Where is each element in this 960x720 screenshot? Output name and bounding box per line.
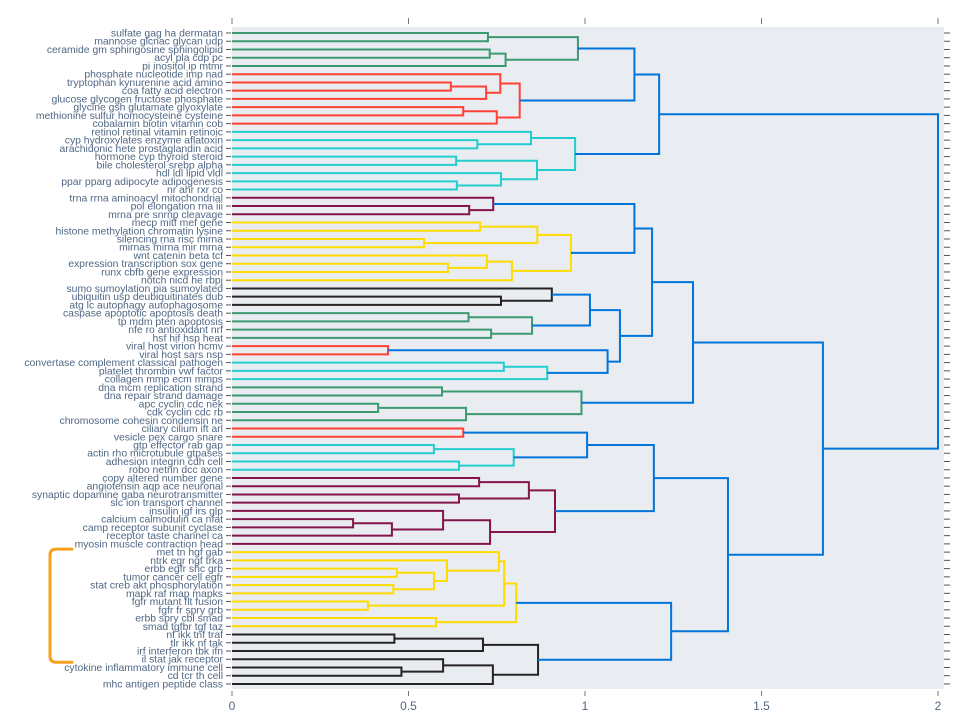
leaf-label: coa fatty acid electron [122, 86, 223, 97]
leaf-label: erbb egfr shc grb [144, 564, 223, 575]
leaf-label: myosin muscle contraction head [75, 539, 224, 550]
leaf-label: robo netrin dcc axon [129, 465, 223, 476]
leaf-label: tlr ikk nf tak [170, 638, 223, 649]
leaf-label: expression transcription sox gene [68, 259, 223, 270]
leaf-label: silencing rna risc mirna [117, 235, 223, 246]
x-tick-label: 0.5 [400, 699, 417, 713]
leaf-label: hormone cyp thyroid steroid [95, 152, 223, 163]
leaf-label: bile cholesterol srebp alpha [97, 160, 224, 171]
dendrogram-link [659, 113, 939, 450]
leaf-label: cytokine inflammatory immune cell [64, 663, 223, 674]
x-axis-tick-labels: 0 0.5 1 1.5 2 [229, 699, 942, 713]
leaf-label: il stat jak receptor [142, 655, 224, 666]
leaf-label: arachidonic hete prostaglandin acid [60, 144, 224, 155]
leaf-label: glucose glycogen fructose phosphate [51, 94, 223, 105]
leaf-label: caspase apoptotic apoptosis death [63, 309, 223, 320]
leaf-label: dna repair strand damage [104, 391, 223, 402]
leaf-label: histone methylation chromatin lysine [56, 226, 224, 237]
leaf-label: calcium calmodulin ca nfat [101, 515, 223, 526]
leaf-label: viral host virion hcmv [126, 342, 224, 353]
leaf-label: retinol retinal vitamin retinoic [91, 127, 223, 138]
leaf-label: ntrk egr ngf trka [150, 556, 223, 567]
leaf-label: actin rho microtubule gtpases [87, 449, 223, 460]
leaf-label: collagen mmp ecm mmps [105, 375, 223, 386]
leaf-label: camp receptor subunit cyclase [83, 523, 224, 534]
leaf-label: cobalamin biotin vitamin cob [92, 119, 223, 130]
leaf-label: synaptic dopamine gaba neurotransmitter [32, 490, 224, 501]
leaf-label: hdl ldl lipid vldl [156, 169, 223, 180]
leaf-label: angiotensin aqp ace neuronal [87, 482, 223, 493]
highlight-bracket [48, 547, 74, 664]
leaf-label: glycine gsh glutamate glyoxylate [73, 103, 223, 114]
leaf-label: vesicle pex cargo snare [114, 432, 223, 443]
leaf-label: sumo sumoylation pia sumoylated [66, 284, 223, 295]
leaf-label: slc ion transport channel [110, 498, 223, 509]
leaf-label: nf ikk tnf traf [166, 630, 223, 641]
x-tick-label: 0 [229, 699, 236, 713]
leaf-label: tumor cancer cell egfr [123, 572, 223, 583]
leaf-label: mirnas mirna mir mrna [119, 243, 223, 254]
leaf-label: fgfr fr spry grb [158, 605, 223, 616]
leaf-label: tp mdm pten apoptosis [118, 317, 223, 328]
leaf-label: ciliary cilium ift arl [142, 424, 223, 435]
leaf-label: pi inositol ip mtmr [142, 61, 223, 72]
leaf-label: dna mcm replication strand [98, 383, 223, 394]
leaf-label: wnt catenin beta tcf [132, 251, 223, 262]
leaf-label: stat creb akt phosphorylation [90, 581, 223, 592]
leaf-label: trna rrna aminoacyl mitochondrial [69, 193, 223, 204]
plot-background [232, 27, 944, 689]
x-tick-label: 1.5 [753, 699, 770, 713]
leaf-label: ppar pparg adipocyte adipogenesis [61, 177, 223, 188]
x-tick-label: 2 [935, 699, 942, 713]
leaf-label: acyl pla cdp pc [154, 53, 223, 64]
leaf-label: insulin igf irs glp [149, 506, 223, 517]
leaf-label: irf interferon tbk ifn [137, 647, 223, 658]
leaf-label: cd tcr th cell [168, 671, 223, 682]
leaf-label: ceramide gm sphingosine sphingolipid [47, 45, 223, 56]
leaf-label: nr ahr rxr co [167, 185, 223, 196]
leaf-label: fgfr mutant flt fusion [132, 597, 223, 608]
leaf-label: erbb spry cbl smad [135, 614, 223, 625]
leaf-label: hsf hif hsp heat [153, 333, 224, 344]
leaf-label: receptor taste channel ca [106, 531, 223, 542]
leaf-label: atg lc autophagy autophagosome [69, 300, 223, 311]
axis-ticks [226, 18, 950, 696]
leaf-label: chromosome cohesin condensin ne [60, 416, 224, 427]
leaf-label: phosphate nucleotide imp nad [84, 70, 223, 81]
leaf-label: smad tgfbr tgf taz [143, 622, 223, 633]
leaf-label: convertase complement classical pathogen [24, 358, 223, 369]
leaf-label: apc cyclin cdc nek [139, 399, 224, 410]
leaf-label: gtp effector rab gap [133, 441, 223, 452]
leaf-label: copy altered number gene [102, 473, 223, 484]
leaf-label: adhesion integrin cdh cell [106, 457, 223, 468]
leaf-label: platelet thrombin vwf factor [99, 366, 224, 377]
leaf-label: mapk raf map mapks [126, 589, 223, 600]
leaf-label: nfe ro antioxidant nrf [128, 325, 223, 336]
leaf-label: mhc antigen peptide class [103, 679, 223, 690]
leaf-label: cdk cyclin cdc rb [147, 408, 223, 419]
dendrogram-links [232, 32, 939, 685]
leaf-label: viral host sars nsp [139, 350, 223, 361]
x-tick-label: 1 [582, 699, 589, 713]
leaf-label: mrna pre snrnp cleavage [108, 210, 223, 221]
leaf-label: mannose glcnac glycan udp [94, 37, 223, 48]
leaf-label: runx cbfb gene expression [101, 267, 223, 278]
leaf-label: notch nicd he rbpj [141, 276, 223, 287]
leaf-label: cyp hydroxylates enzyme aflatoxin [65, 136, 223, 147]
leaf-label: pol elongation rna iii [131, 202, 223, 213]
leaf-label: mecp mitf mef gene [132, 218, 223, 229]
leaf-label: tryptophan kynurenine acid amino [67, 78, 223, 89]
leaf-label: met tn hgf gab [157, 548, 224, 559]
leaf-label: ubiquitin usp deubiquitinates dub [72, 292, 224, 303]
leaf-label: sulfate gag ha dermatan [111, 29, 223, 40]
leaf-label: methionine sulfur homocysteine cysteine [36, 111, 223, 122]
